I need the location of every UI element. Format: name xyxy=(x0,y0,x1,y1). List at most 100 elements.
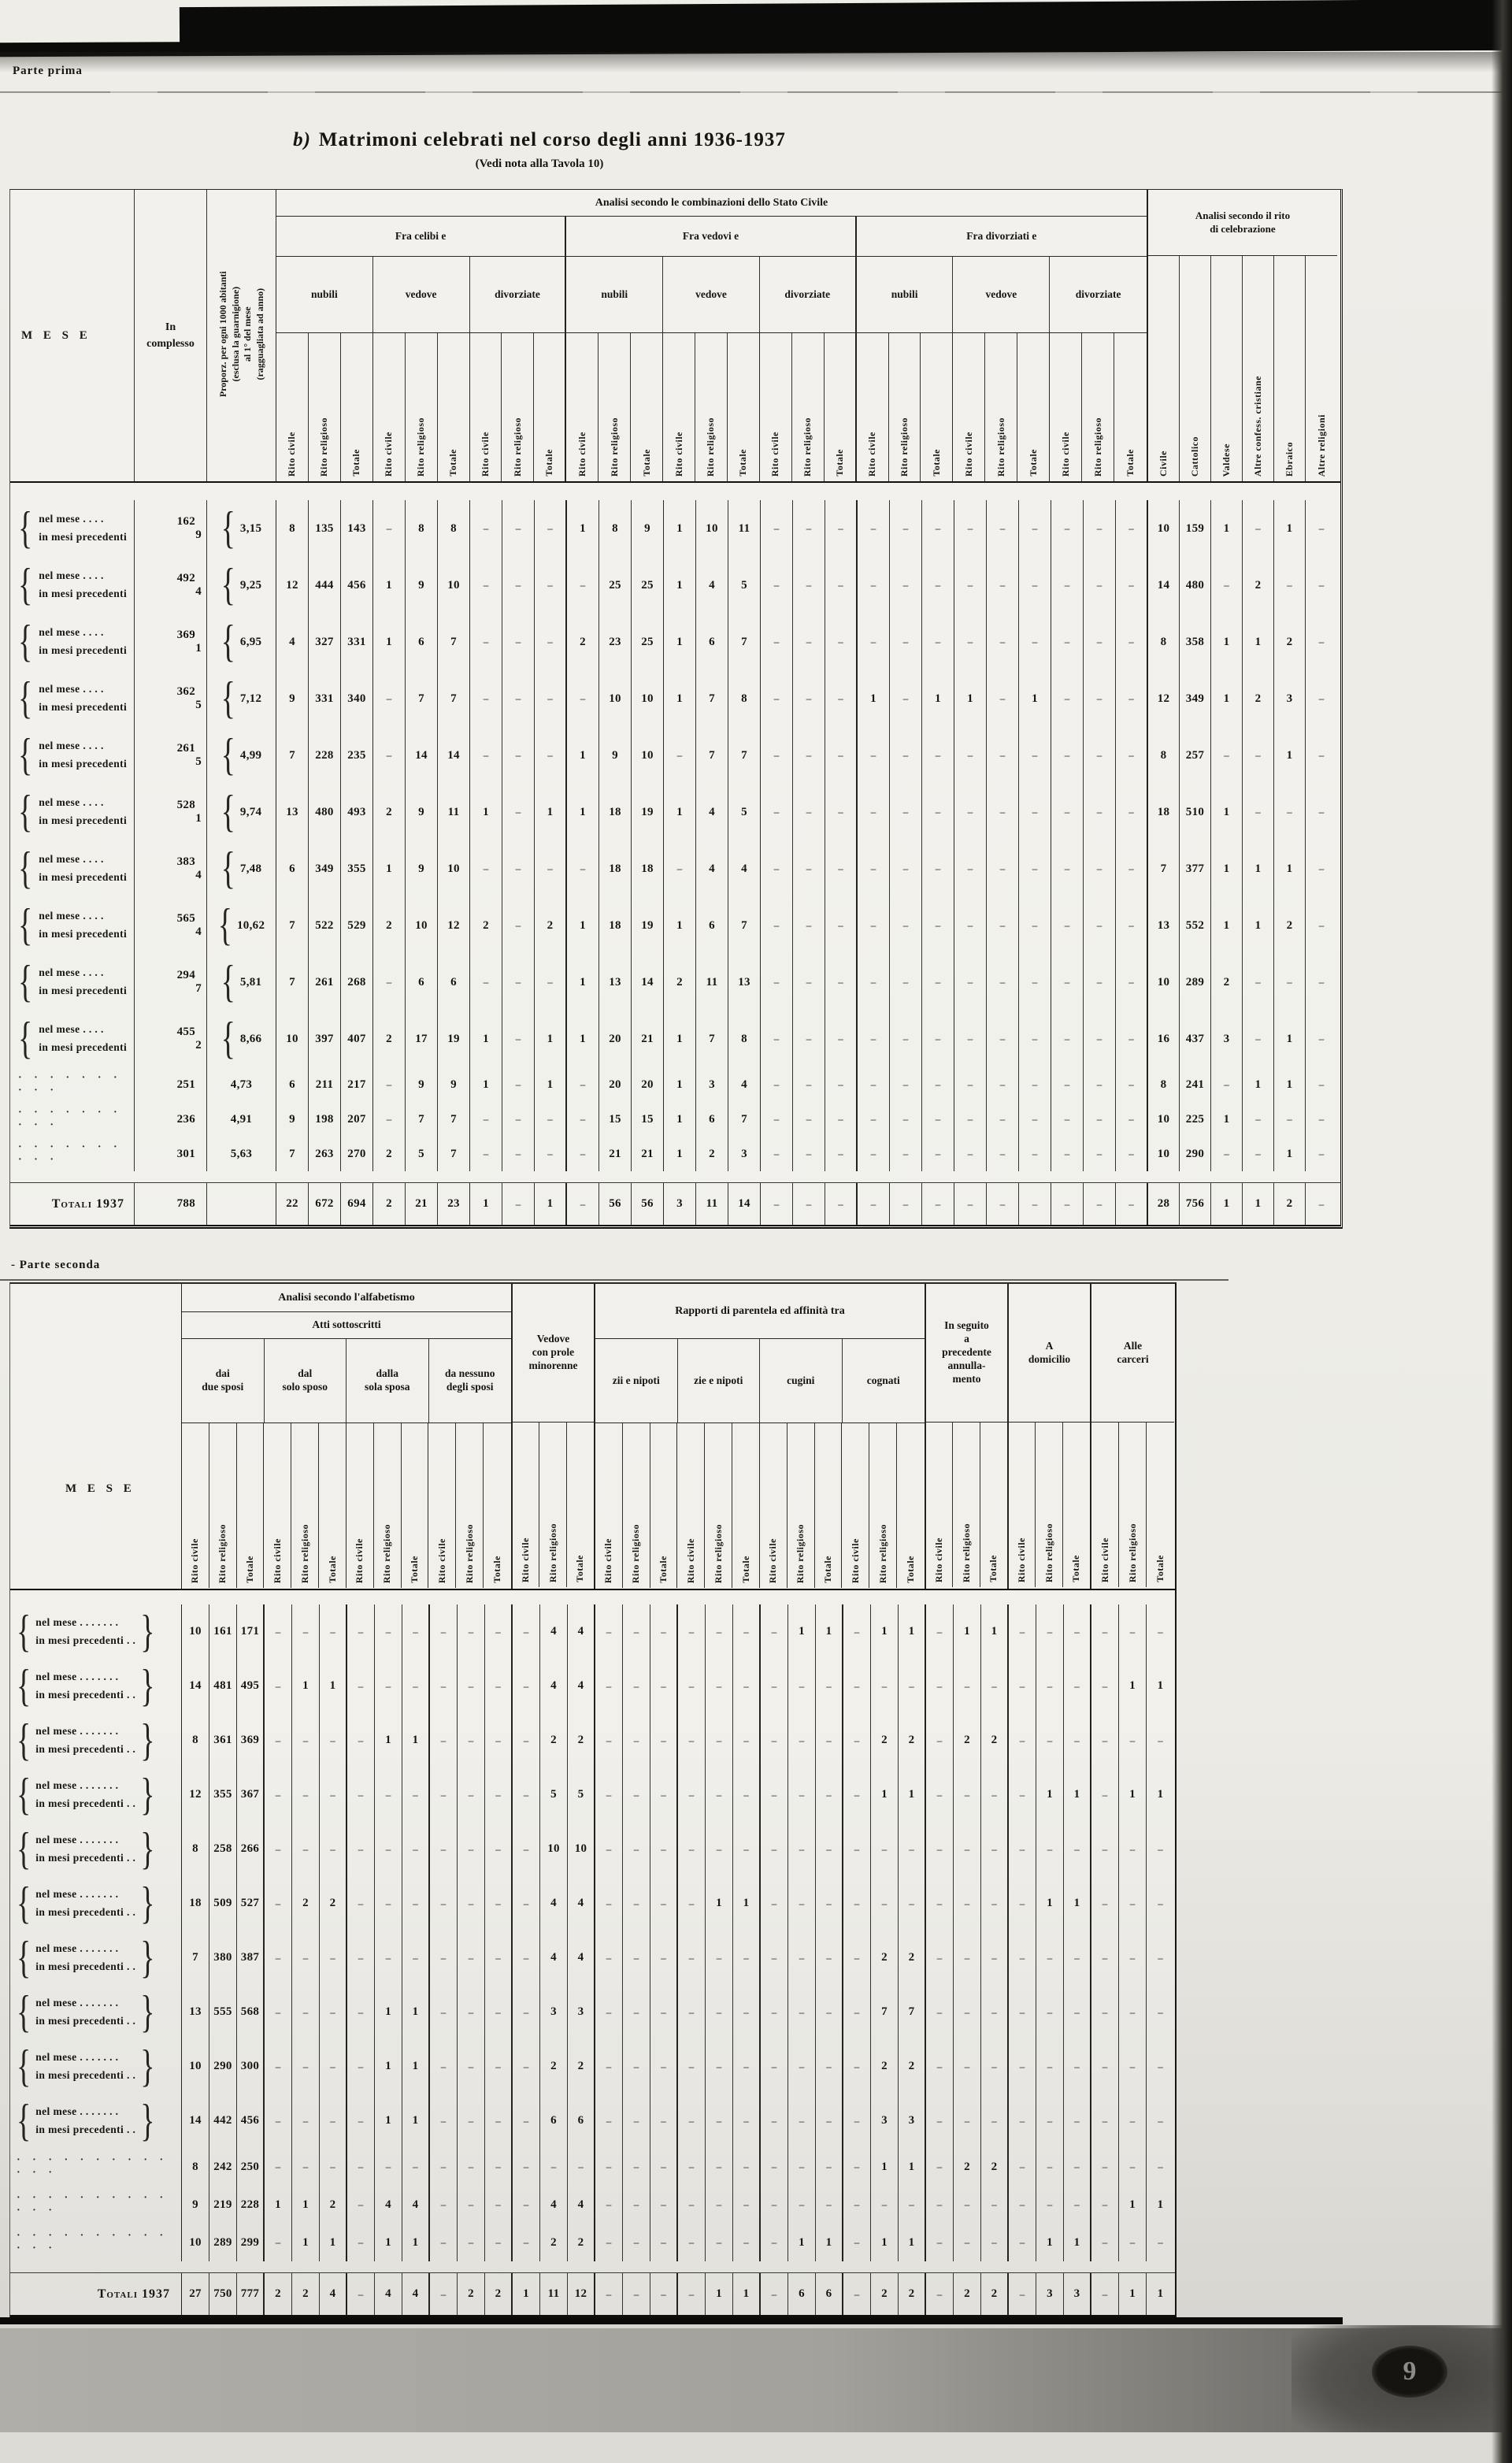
atti-sottoscritti-title: Atti sottoscritti xyxy=(182,1312,511,1339)
data-cell: – xyxy=(623,2224,650,2261)
cell-value: 22 xyxy=(286,1197,298,1210)
cell-value: 327 xyxy=(315,635,334,648)
cell-value: 7 xyxy=(709,1032,715,1045)
data-cell: – xyxy=(825,557,858,614)
data-cell: 1 xyxy=(1064,1767,1091,1822)
row-label-line1: nel mese . . . . . . . xyxy=(35,1724,119,1737)
rite-column-header: Rito religioso xyxy=(623,1423,650,1588)
data-cell: – xyxy=(922,557,954,614)
data-cell: – xyxy=(858,897,890,954)
dash-value: – xyxy=(936,1625,943,1638)
row-brace-close: } xyxy=(140,1661,155,1711)
cell-value: 11 xyxy=(447,805,460,818)
data-cell: – xyxy=(825,614,858,670)
subgroup-header: divorziate xyxy=(470,257,567,332)
cell-value: 1 xyxy=(580,918,586,932)
data-cell: – xyxy=(890,784,922,840)
row-brace: { xyxy=(18,730,33,781)
dash-value: – xyxy=(1074,2005,1080,2018)
dash-value: – xyxy=(1019,2114,1025,2127)
rito-data-cell: 756 xyxy=(1180,1183,1211,1225)
dash-value: – xyxy=(547,749,553,761)
parentela-groups: zii e nipoti zie e nipoti cugini cognati xyxy=(595,1339,925,1423)
complesso-cell: 236 xyxy=(135,1102,207,1137)
rite-column-label: Totale xyxy=(409,1556,421,1583)
data-cell: – xyxy=(843,2094,871,2148)
data-cell: – xyxy=(890,1067,922,1102)
rite-column-header: Rito religioso xyxy=(1082,333,1114,481)
rite-column-label: Rito civile xyxy=(769,431,781,477)
dash-value: – xyxy=(1102,1951,1108,1964)
dash-value: – xyxy=(1158,2161,1163,2172)
dash-value: – xyxy=(1064,976,1070,988)
data-cell: – xyxy=(1147,1822,1174,1876)
data-cell: 7 xyxy=(899,1985,926,2039)
rito-data-cell: – xyxy=(1211,1137,1243,1171)
data-cell: 2 xyxy=(899,1931,926,1985)
cell-value: 1 xyxy=(1223,521,1230,535)
data-cell: 3 xyxy=(899,2094,926,2148)
row-label-line1: nel mese . . . . xyxy=(39,683,104,696)
data-cell: – xyxy=(623,1604,650,1659)
rite-column-label: Rito civile xyxy=(435,1538,447,1583)
dash-value: – xyxy=(771,1897,777,1909)
cell-value: 14 xyxy=(738,1197,750,1210)
page-subtitle: (Vedi nota alla Tavola 10) xyxy=(475,158,604,170)
data-cell: 1 xyxy=(954,1604,981,1659)
row-label-cell: {nel mese . . . . in mesi precedenti xyxy=(10,557,135,614)
data-cell: 4 xyxy=(568,1931,595,1985)
data-cell: – xyxy=(458,1822,485,1876)
cell-value: 2 xyxy=(881,2287,888,2300)
data-cell: – xyxy=(858,1067,890,1102)
data-cell: – xyxy=(926,2148,954,2186)
dash-value: – xyxy=(964,1951,970,1964)
row-brace: { xyxy=(17,1824,32,1874)
data-cell: 19 xyxy=(632,784,664,840)
dash-value: – xyxy=(936,1734,943,1746)
data-cell: – xyxy=(650,2039,678,2094)
data-cell: 18 xyxy=(599,784,632,840)
dash-value: – xyxy=(967,522,973,534)
cell-value: 3 xyxy=(550,2005,557,2018)
dash-value: – xyxy=(515,862,521,874)
dash-value: – xyxy=(826,1842,832,1855)
cell-value: 7 xyxy=(450,1112,457,1126)
cell-value: 1 xyxy=(580,1032,586,1045)
rito-data-cell: 13 xyxy=(1148,897,1180,954)
data-cell: 1 xyxy=(567,727,599,784)
rito-data-cell: 3 xyxy=(1274,670,1306,727)
data-cell: – xyxy=(347,1659,375,1713)
proporzione-cell: {10,62 xyxy=(207,897,276,954)
data-cell: – xyxy=(502,670,535,727)
cell-value: 3 xyxy=(1047,2287,1053,2300)
rite-column-header: Totale xyxy=(980,1423,1007,1587)
cell-value: 4 xyxy=(289,635,295,648)
cell-value: 527 xyxy=(240,1897,260,1909)
table-row: {nel mese . . . . in mesi precedenti 369 1{… xyxy=(10,614,1340,670)
dash-value: – xyxy=(550,2161,557,2172)
data-cell: – xyxy=(793,500,825,557)
cell-value: 9 xyxy=(418,805,424,818)
data-cell: – xyxy=(535,670,567,727)
data-cell: 235 xyxy=(341,727,373,784)
dash-value: – xyxy=(935,862,941,874)
data-cell: – xyxy=(595,2273,623,2315)
dash-value: – xyxy=(902,976,909,988)
dash-value: – xyxy=(440,1788,447,1801)
dash-value: – xyxy=(275,2161,281,2172)
data-cell: 4 xyxy=(375,2186,402,2224)
data-cell: 1 xyxy=(1036,1767,1064,1822)
cell-value: 1 xyxy=(1129,1679,1136,1692)
data-cell: – xyxy=(793,1183,825,1225)
rite-column-label: Rito religioso xyxy=(547,1523,558,1582)
cell-value: 349 xyxy=(315,862,334,875)
row-label: nel mese . . . . . . . in mesi precedenti… xyxy=(35,1994,135,2031)
data-cell: 2 xyxy=(899,2039,926,2094)
data-cell: – xyxy=(347,2148,375,2186)
dash-value: – xyxy=(547,976,553,988)
dash-value: – xyxy=(1287,1113,1292,1125)
dash-value: – xyxy=(1318,692,1325,704)
data-cell: – xyxy=(858,1102,890,1137)
data-cell: 1 xyxy=(922,670,954,727)
data-cell: – xyxy=(706,1985,733,2039)
